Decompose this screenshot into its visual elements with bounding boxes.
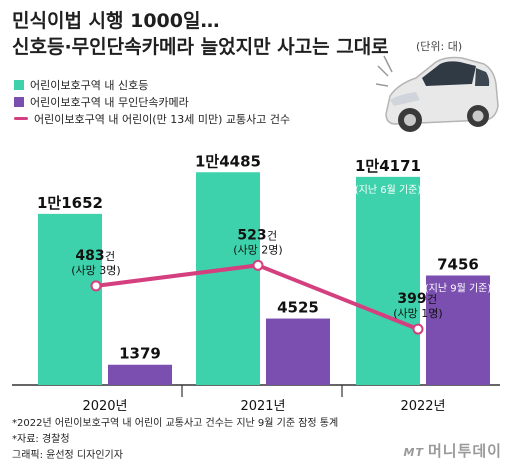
x-tick-2022년: 2022년 (400, 399, 445, 414)
x-tick-2021년: 2021년 (240, 399, 285, 414)
legend: 어린이보호구역 내 신호등 어린이보호구역 내 무인단속카메라 어린이보호구역 … (14, 76, 290, 127)
accident-deaths-2022년: (사망 1명) (393, 307, 442, 320)
bar-s1-2020년 (38, 213, 102, 385)
bar-value-s2-2020년: 1379 (119, 345, 161, 363)
bar-s2-2022년 (426, 275, 490, 385)
title-line-1: 민식이법 시행 1000일… (12, 10, 220, 32)
accident-deaths-2021년: (사망 2명) (233, 243, 282, 256)
legend-label-cameras: 어린이보호구역 내 무인단속카메라 (30, 95, 189, 109)
bar-note-s1-2022년: (지난 6월 기준) (355, 184, 422, 196)
bar-value-s1-2021년: 1만4485 (195, 152, 261, 170)
footnote-1: *2022년 어린이보호구역 내 어린이 교통사고 건수는 지난 9월 기준 잠… (12, 418, 339, 429)
accident-value-2021년: 523 (237, 227, 266, 243)
bar-value-s2-2021년: 4525 (277, 299, 319, 317)
legend-swatch-cameras (14, 96, 24, 107)
bar-value-s1-2022년: 1만4171 (355, 157, 421, 175)
accident-unit-2020년: 건 (105, 250, 115, 263)
credit-name: 머니투데이 (427, 442, 502, 460)
legend-label-accidents: 어린이보호구역 내 어린이(만 13세 미만) 교통사고 건수 (34, 112, 291, 126)
accident-point-2020년 (90, 280, 102, 292)
credit: MT 머니투데이 (404, 440, 502, 461)
legend-swatch-accidents (14, 117, 28, 120)
accident-value-2020년: 483 (75, 248, 104, 264)
car-illustration (376, 55, 499, 132)
legend-swatch-signals (14, 79, 24, 90)
legend-item-signals: 어린이보호구역 내 신호등 (14, 76, 290, 93)
footnote-3: 그래픽: 윤선정 디자인기자 (12, 450, 123, 461)
bar-s1-2021년 (196, 172, 260, 385)
legend-item-cameras: 어린이보호구역 내 무인단속카메라 (14, 93, 290, 110)
accident-deaths-2020년: (사망 3명) (71, 264, 120, 277)
legend-item-accidents: 어린이보호구역 내 어린이(만 13세 미만) 교통사고 건수 (14, 110, 290, 127)
accident-point-2022년 (412, 323, 424, 335)
bar-value-s2-2022년: 7456 (437, 255, 479, 273)
accident-point-2021년 (252, 259, 264, 271)
credit-mt: MT (403, 446, 424, 459)
legend-label-signals: 어린이보호구역 내 신호등 (30, 78, 149, 92)
title-line-2: 신호등·무인단속카메라 늘었지만 사고는 그대로 (12, 36, 389, 58)
bar-s1-2022년 (356, 176, 420, 385)
bar-note-s2-2022년: (지난 9월 기준) (425, 282, 492, 294)
accident-unit-2021년: 건 (267, 229, 277, 242)
accident-unit-2022년: 건 (427, 293, 437, 306)
x-tick-2020년: 2020년 (82, 399, 127, 414)
bar-value-s1-2020년: 1만1652 (37, 194, 103, 212)
footnote-2: *자료: 경찰청 (12, 434, 70, 445)
bar-s2-2020년 (108, 364, 172, 385)
accident-value-2022년: 399 (397, 291, 426, 307)
bar-s2-2021년 (266, 318, 330, 385)
unit-label: (단위: 대) (416, 40, 463, 53)
